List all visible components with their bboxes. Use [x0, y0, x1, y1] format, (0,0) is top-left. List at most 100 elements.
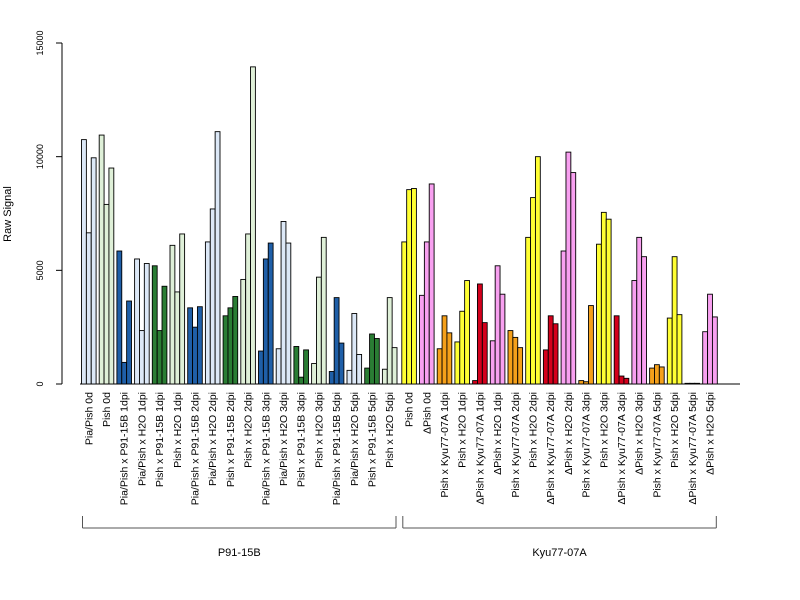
- x-category-label: Pish x H2O 1dpi: [457, 392, 469, 468]
- bar: [552, 323, 559, 385]
- bar: [472, 380, 478, 385]
- bar: [103, 203, 110, 385]
- bar: [303, 349, 309, 385]
- bar: [636, 236, 643, 385]
- bar: [143, 263, 150, 385]
- bar: [588, 305, 594, 385]
- bar: [333, 297, 340, 385]
- y-tick-label: 15000: [35, 30, 45, 55]
- x-category-label: ΔPish x Kyu77-07A 5dpi: [687, 392, 699, 505]
- bar: [214, 131, 221, 385]
- bar: [600, 211, 607, 385]
- x-category-label: Pish 0d: [404, 392, 416, 427]
- bar: [423, 241, 430, 385]
- y-tick-label: 10000: [35, 144, 45, 169]
- x-category-label: Pia/Pish x P91-15B 5dpi: [331, 392, 343, 505]
- bar: [565, 151, 572, 385]
- bar: [320, 236, 327, 385]
- bar: [446, 332, 453, 385]
- bar: [570, 172, 577, 385]
- bar: [209, 208, 216, 385]
- bar: [671, 256, 678, 385]
- bar: [578, 380, 585, 385]
- bar: [428, 183, 435, 385]
- bar: [689, 382, 696, 385]
- bar: [489, 340, 496, 385]
- y-tick-label: 5000: [35, 260, 45, 280]
- group-brackets-layer: P91-15B Kyu77-07A: [82, 516, 717, 559]
- bar: [275, 348, 282, 385]
- bar: [547, 315, 554, 385]
- bar: [454, 341, 461, 385]
- bar: [441, 315, 448, 385]
- x-category-label: Pish x P91-15B 1dpi: [154, 392, 166, 487]
- x-category-label: Pia/Pish x P91-15B 3dpi: [260, 392, 272, 505]
- bar: [676, 314, 683, 385]
- bar: [222, 315, 229, 385]
- bar: [464, 280, 470, 385]
- group-label: Kyu77-07A: [532, 547, 587, 559]
- bar: [338, 342, 345, 385]
- bar: [121, 361, 128, 385]
- bar: [280, 221, 287, 385]
- x-category-label: ΔPish x Kyu77-07A 2dpi: [545, 392, 557, 505]
- bar: [525, 236, 532, 385]
- bar: [658, 366, 665, 385]
- bar: [542, 349, 549, 385]
- bar: [161, 285, 168, 385]
- x-category-label: ΔPish x Kyu77-07A 1dpi: [474, 392, 486, 505]
- bar: [436, 348, 443, 385]
- bar: [116, 250, 123, 385]
- bar: [174, 291, 181, 385]
- x-category-label: ΔPish x H2O 3dpi: [634, 392, 646, 475]
- bar: [583, 381, 589, 385]
- bar: [316, 276, 322, 385]
- bar: [227, 307, 234, 385]
- x-category-label: Pish 0d: [101, 392, 113, 427]
- x-category-label: Pish x H2O 5dpi: [669, 392, 681, 468]
- x-category-label: ΔPish 0d: [421, 392, 433, 434]
- x-category-label: Pish x H2O 5dpi: [384, 392, 396, 468]
- bar: [351, 313, 358, 385]
- bar: [328, 371, 335, 385]
- y-tick-label: 0: [35, 381, 45, 386]
- bar: [391, 347, 398, 385]
- bar: [623, 377, 630, 385]
- x-category-label: Pish x H2O 1dpi: [172, 392, 184, 468]
- bar: [666, 317, 673, 385]
- bar: [98, 134, 105, 385]
- bar: [401, 241, 408, 385]
- bar: [507, 330, 514, 385]
- bar: [346, 369, 353, 385]
- bar: [517, 347, 524, 385]
- bar: [245, 233, 251, 385]
- x-category-label: Pish x P91-15B 2dpi: [225, 392, 237, 487]
- bar: [179, 233, 186, 385]
- x-category-label: Pish x H2O 3dpi: [598, 392, 610, 468]
- bar: [386, 297, 393, 385]
- x-category-label: Pia/Pish x H2O 5dpi: [349, 392, 361, 486]
- x-category-label: ΔPish x H2O 5dpi: [705, 392, 717, 475]
- bar: [134, 258, 140, 385]
- bar: [126, 300, 132, 385]
- x-category-label: ΔPish x Kyu77-07A 3dpi: [616, 392, 628, 505]
- bar: [192, 326, 198, 385]
- bar: [702, 331, 709, 385]
- bar: [694, 382, 701, 385]
- bar: [530, 197, 536, 385]
- bar: [459, 310, 466, 385]
- x-category-label: Pia/Pish x H2O 1dpi: [136, 392, 148, 486]
- bar: [369, 333, 375, 385]
- x-category-label: Pia/Pish x H2O 3dpi: [278, 392, 290, 486]
- bar: [499, 293, 506, 385]
- bar: [196, 306, 203, 385]
- x-category-label: Pish x Kyu77-07A 5dpi: [651, 392, 663, 498]
- bar: [631, 280, 638, 385]
- x-category-label: Pish x H2O 3dpi: [313, 392, 325, 468]
- x-category-label: Pia/Pish x P91-15B 1dpi: [119, 392, 131, 505]
- bar: [481, 322, 488, 385]
- bar: [381, 368, 388, 385]
- x-category-label: Pish x Kyu77-07A 1dpi: [439, 392, 451, 498]
- bar: [169, 244, 176, 385]
